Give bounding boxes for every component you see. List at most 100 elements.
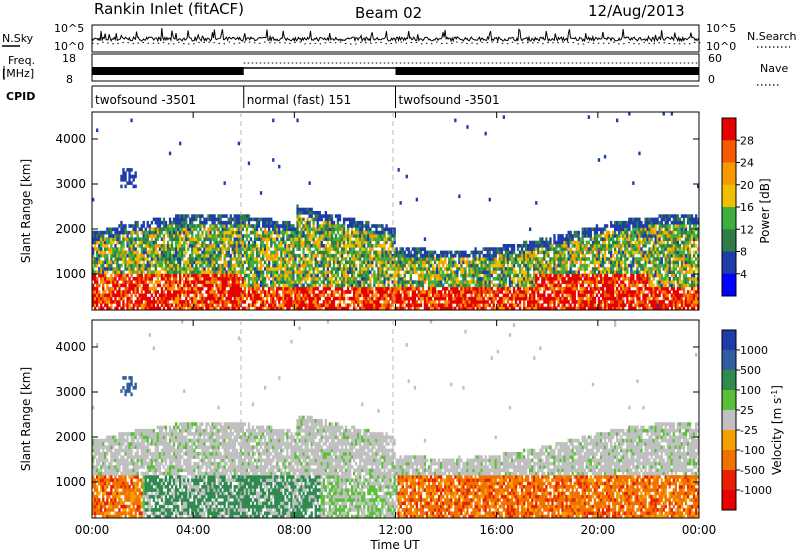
heatmap-cell — [229, 234, 232, 238]
heatmap-cell — [122, 293, 125, 298]
heatmap-cell — [531, 260, 534, 265]
heatmap-cell — [126, 300, 129, 304]
heatmap-cell — [164, 224, 168, 228]
heatmap-cell — [409, 263, 413, 268]
heatmap-cell — [472, 273, 475, 278]
heatmap-cell — [355, 257, 358, 261]
heatmap-cell — [288, 257, 291, 261]
nsky-label: N.Sky — [2, 32, 34, 45]
heatmap-cell — [310, 234, 313, 238]
heatmap-cell — [476, 293, 479, 298]
heatmap-cell — [266, 267, 269, 271]
heatmap-cell — [223, 253, 226, 258]
heatmap-cell — [193, 247, 196, 251]
heatmap-cell — [185, 280, 188, 284]
heatmap-cell — [541, 283, 544, 288]
heatmap-cell — [247, 260, 251, 265]
heatmap-cell — [506, 247, 510, 251]
heatmap-cell — [478, 273, 481, 278]
heatmap-cell — [523, 250, 526, 255]
heatmap-cell — [338, 296, 342, 301]
heatmap-cell — [474, 293, 477, 298]
heatmap-cell — [559, 234, 562, 238]
heatmap-cell — [183, 300, 186, 304]
heatmap-cell — [413, 300, 417, 304]
heatmap-cell — [102, 290, 105, 294]
heatmap-cell — [332, 253, 336, 258]
heatmap-cell — [433, 260, 437, 265]
heatmap-cell — [340, 286, 344, 291]
heatmap-cell — [320, 234, 323, 238]
heatmap-cell — [340, 277, 344, 281]
heatmap-cell — [403, 280, 406, 284]
heatmap-cell — [98, 257, 101, 261]
heatmap-cell — [379, 263, 382, 268]
heatmap-cell — [458, 260, 461, 265]
heatmap-cell — [393, 300, 396, 304]
heatmap-cell — [336, 224, 340, 228]
heatmap-cell — [531, 247, 534, 251]
heatmap-cell — [191, 260, 194, 265]
heatmap-cell — [221, 237, 224, 241]
heatmap-cell — [298, 267, 301, 271]
heatmap-cell — [409, 250, 413, 255]
heatmap-cell — [130, 260, 133, 265]
heatmap-cell — [442, 260, 445, 265]
heatmap-cell — [334, 234, 338, 238]
heatmap-cell — [514, 303, 518, 307]
heatmap-cell — [508, 273, 512, 278]
heatmap-cell — [114, 293, 117, 298]
heatmap-cell — [164, 267, 168, 271]
heatmap-cell — [217, 230, 220, 235]
heatmap-cell — [334, 306, 338, 311]
heatmap-cell — [233, 273, 236, 278]
heatmap-cell — [324, 250, 328, 255]
heatmap-cell — [241, 306, 245, 311]
heatmap-cell — [94, 273, 97, 278]
heatmap-cell — [92, 237, 95, 241]
heatmap-cell — [189, 270, 192, 274]
heatmap-cell — [379, 270, 382, 274]
heatmap-cell — [529, 300, 532, 304]
heatmap-cell — [266, 290, 269, 294]
heatmap-cell — [351, 260, 354, 265]
heatmap-cell — [365, 230, 368, 235]
heatmap-cell — [280, 267, 283, 271]
heatmap-cell — [274, 263, 277, 268]
heatmap-cell — [523, 296, 526, 301]
heatmap-cell — [189, 290, 192, 294]
heatmap-cell — [156, 244, 160, 248]
heatmap-cell — [508, 303, 512, 307]
heatmap-cell — [225, 283, 228, 288]
heatmap-cell — [229, 237, 232, 241]
heatmap-cell — [152, 273, 156, 278]
heatmap-cell — [286, 220, 289, 225]
heatmap-cell — [397, 306, 400, 311]
heatmap-cell — [94, 257, 97, 261]
heatmap-cell — [164, 273, 168, 278]
heatmap-cell — [266, 270, 269, 274]
heatmap-cell — [106, 283, 109, 288]
nsky-trace — [91, 27, 701, 45]
heatmap-cell — [249, 270, 253, 274]
heatmap-cell — [344, 217, 348, 222]
heatmap-cell — [478, 290, 481, 294]
heatmap-cell — [440, 250, 443, 255]
heatmap-cell — [344, 260, 348, 265]
heatmap-cell — [336, 260, 340, 265]
heatmap-cell — [486, 290, 489, 294]
heatmap-cell — [197, 230, 200, 235]
heatmap-cell — [264, 303, 267, 307]
heatmap-cell — [231, 244, 234, 248]
heatmap-cell — [262, 277, 265, 281]
heatmap-cell — [142, 263, 145, 268]
heatmap-cell — [282, 234, 285, 238]
heatmap-cell — [466, 257, 469, 261]
heatmap-cell — [177, 290, 180, 294]
heatmap-cell — [454, 277, 457, 281]
heatmap-cell — [94, 280, 97, 284]
heatmap-cell — [292, 300, 295, 304]
heatmap-cell — [563, 253, 566, 258]
heatmap-cell — [104, 293, 107, 298]
heatmap-cell — [156, 224, 160, 228]
